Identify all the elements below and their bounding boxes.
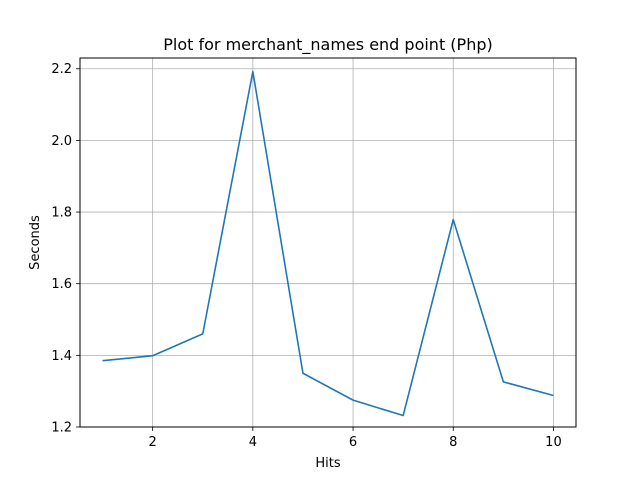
series-line xyxy=(102,70,554,417)
series-layer xyxy=(102,70,554,417)
y-tick-label: 2.0 xyxy=(51,134,72,149)
x-tick-label: 2 xyxy=(149,435,157,450)
y-tick-label: 1.2 xyxy=(51,421,72,436)
ticks: 2 4 6 8 10 1.2 1.4 1.6 1.8 2.0 2.2 xyxy=(51,62,561,450)
plot-frame xyxy=(79,57,577,428)
x-tick-label: 8 xyxy=(449,435,457,450)
y-tick-label: 1.6 xyxy=(51,277,72,292)
x-tick-label: 10 xyxy=(545,435,562,450)
y-tick-label: 2.2 xyxy=(51,62,72,77)
x-tick-label: 6 xyxy=(349,435,357,450)
x-tick-label: 4 xyxy=(249,435,257,450)
y-tick-label: 1.8 xyxy=(51,206,72,221)
chart-title: Plot for merchant_names end point (Php) xyxy=(163,35,492,55)
y-tick-label: 1.4 xyxy=(51,349,72,364)
x-axis-label: Hits xyxy=(315,456,340,471)
y-axis-label: Seconds xyxy=(28,215,43,270)
